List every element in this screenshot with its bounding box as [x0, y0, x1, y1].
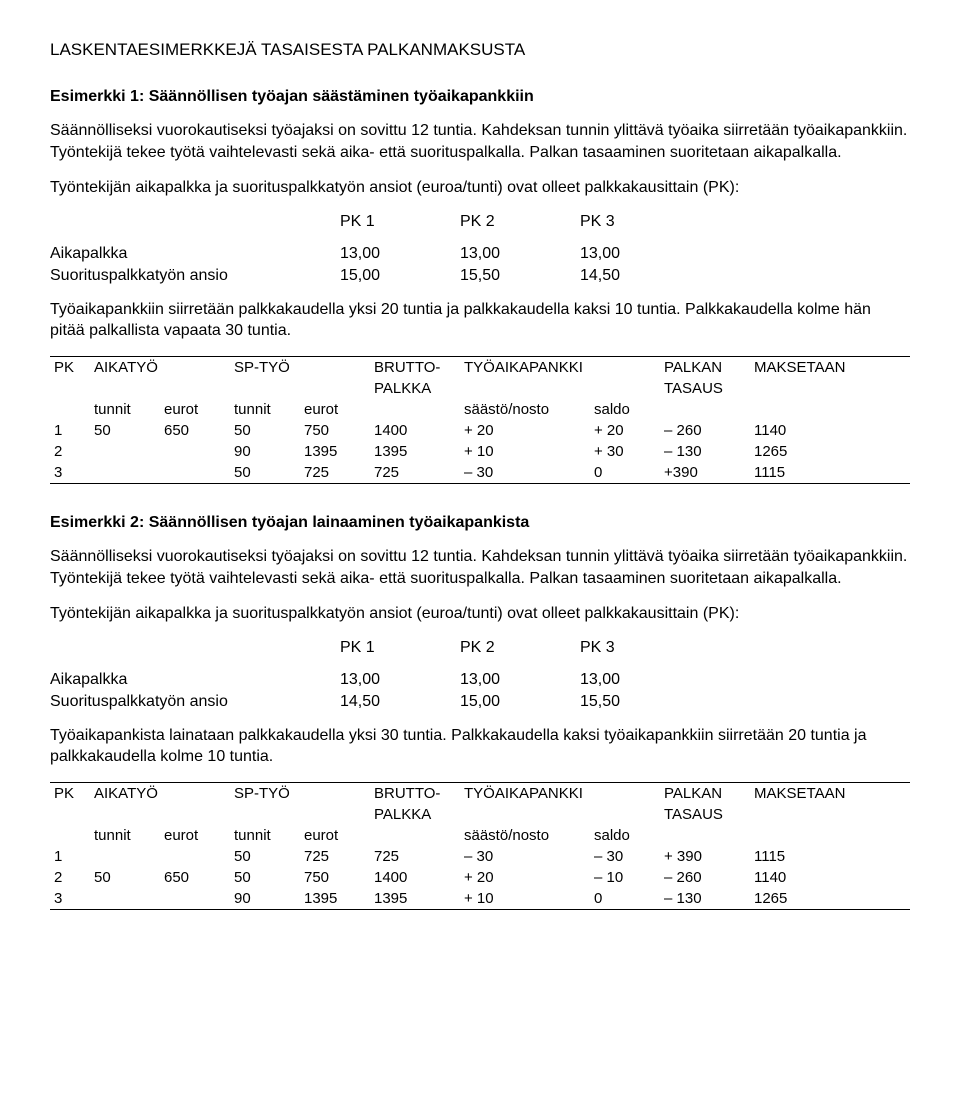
th: TYÖAIKAPANKKI [460, 782, 660, 804]
ex2-main-table: PK AIKATYÖ SP-TYÖ BRUTTO- TYÖAIKAPANKKI … [50, 782, 910, 910]
ex1-pk-block: PK 1 PK 2 PK 3 Aikapalkka 13,00 13,00 13… [50, 213, 910, 285]
ex1-p3: Työaikapankkiin siirretään palkkakaudell… [50, 299, 910, 342]
table-row: 3 90 1395 1395 + 10 0 – 130 1265 [50, 888, 910, 910]
ex2-p2: Työntekijän aikapalkka ja suorituspalkka… [50, 603, 910, 625]
table-row: 1 50 725 725 – 30 – 30 + 390 1115 [50, 846, 910, 867]
th: PK [50, 356, 90, 378]
pk-cell: 15,00 [460, 693, 580, 711]
pk-row-label: Suorituspalkkatyön ansio [50, 267, 340, 285]
table-row: 3 50 725 725 – 30 0 +390 1115 [50, 462, 910, 484]
th: TASAUS [660, 804, 750, 825]
ex1-p1: Säännölliseksi vuorokautiseksi työajaksi… [50, 120, 910, 163]
th: PALKAN [660, 782, 750, 804]
th: tunnit [230, 399, 300, 420]
table-row: 2 50 650 50 750 1400 + 20 – 10 – 260 114… [50, 867, 910, 888]
pk-cell: 13,00 [340, 245, 460, 263]
pk-header: PK 1 [340, 213, 460, 231]
th: tunnit [230, 825, 300, 846]
th: eurot [300, 399, 370, 420]
th: eurot [160, 825, 230, 846]
th: saldo [590, 399, 660, 420]
pk-header: PK 2 [460, 639, 580, 657]
th: TYÖAIKAPANKKI [460, 356, 660, 378]
pk-cell: 14,50 [340, 693, 460, 711]
th: PALKKA [370, 804, 460, 825]
pk-cell: 14,50 [580, 267, 700, 285]
th: BRUTTO- [370, 356, 460, 378]
ex2-pk-block: PK 1 PK 2 PK 3 Aikapalkka 13,00 13,00 13… [50, 639, 910, 711]
th: TASAUS [660, 378, 750, 399]
ex1-main-table: PK AIKATYÖ SP-TYÖ BRUTTO- TYÖAIKAPANKKI … [50, 356, 910, 484]
pk-row-label: Suorituspalkkatyön ansio [50, 693, 340, 711]
pk-row-label: Aikapalkka [50, 671, 340, 689]
ex1-heading: Esimerkki 1: Säännöllisen työajan säästä… [50, 88, 910, 106]
th: SP-TYÖ [230, 356, 370, 378]
th: tunnit [90, 825, 160, 846]
table-row: 2 90 1395 1395 + 10 + 30 – 130 1265 [50, 441, 910, 462]
th: AIKATYÖ [90, 782, 230, 804]
th: eurot [160, 399, 230, 420]
pk-cell: 15,50 [460, 267, 580, 285]
th: säästö/nosto [460, 399, 590, 420]
pk-cell: 13,00 [580, 245, 700, 263]
th: BRUTTO- [370, 782, 460, 804]
th: MAKSETAAN [750, 782, 910, 804]
pk-header: PK 1 [340, 639, 460, 657]
pk-header: PK 3 [580, 639, 700, 657]
table-row: 1 50 650 50 750 1400 + 20 + 20 – 260 114… [50, 420, 910, 441]
page-title: LASKENTAESIMERKKEJÄ TASAISESTA PALKANMAK… [50, 40, 910, 60]
pk-cell: 13,00 [580, 671, 700, 689]
pk-header: PK 3 [580, 213, 700, 231]
th: SP-TYÖ [230, 782, 370, 804]
pk-cell: 13,00 [460, 245, 580, 263]
th: saldo [590, 825, 660, 846]
ex2-heading: Esimerkki 2: Säännöllisen työajan lainaa… [50, 514, 910, 532]
pk-row-label: Aikapalkka [50, 245, 340, 263]
th: MAKSETAAN [750, 356, 910, 378]
th: PALKKA [370, 378, 460, 399]
th: säästö/nosto [460, 825, 590, 846]
th: tunnit [90, 399, 160, 420]
th: AIKATYÖ [90, 356, 230, 378]
ex1-p2: Työntekijän aikapalkka ja suorituspalkka… [50, 177, 910, 199]
th: PK [50, 782, 90, 804]
pk-cell: 15,50 [580, 693, 700, 711]
pk-cell: 13,00 [340, 671, 460, 689]
th: eurot [300, 825, 370, 846]
th: PALKAN [660, 356, 750, 378]
pk-header: PK 2 [460, 213, 580, 231]
pk-cell: 15,00 [340, 267, 460, 285]
ex2-p3: Työaikapankista lainataan palkkakaudella… [50, 725, 910, 768]
pk-cell: 13,00 [460, 671, 580, 689]
ex2-p1: Säännölliseksi vuorokautiseksi työajaksi… [50, 546, 910, 589]
